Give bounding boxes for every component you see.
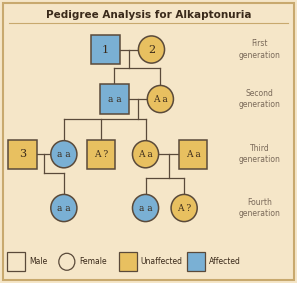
Text: A a: A a [153, 95, 168, 104]
Ellipse shape [59, 253, 75, 270]
Text: Third
generation: Third generation [239, 144, 281, 164]
Text: A a: A a [186, 150, 200, 159]
FancyBboxPatch shape [179, 140, 207, 169]
Text: 1: 1 [102, 44, 109, 55]
FancyBboxPatch shape [100, 84, 129, 114]
FancyBboxPatch shape [3, 3, 294, 280]
Text: 3: 3 [19, 149, 26, 159]
FancyBboxPatch shape [119, 252, 137, 271]
FancyBboxPatch shape [8, 140, 37, 169]
Text: A ?: A ? [94, 150, 108, 159]
FancyBboxPatch shape [187, 252, 205, 271]
Text: Fourth
generation: Fourth generation [239, 198, 281, 218]
Text: Male: Male [29, 257, 47, 266]
Text: First
generation: First generation [239, 39, 281, 60]
Text: A a: A a [138, 150, 153, 159]
Text: Affected: Affected [208, 257, 240, 266]
Text: a a: a a [57, 203, 71, 213]
Text: Female: Female [79, 257, 107, 266]
FancyBboxPatch shape [7, 252, 25, 271]
FancyBboxPatch shape [87, 140, 115, 169]
Text: 2: 2 [148, 44, 155, 55]
Ellipse shape [51, 141, 77, 168]
FancyBboxPatch shape [91, 35, 120, 64]
Ellipse shape [132, 141, 159, 168]
Ellipse shape [171, 194, 197, 222]
Text: a a: a a [57, 150, 71, 159]
Text: Unaffected: Unaffected [140, 257, 182, 266]
Text: a a: a a [108, 95, 121, 104]
Text: Pedigree Analysis for Alkaptonuria: Pedigree Analysis for Alkaptonuria [46, 10, 251, 20]
Text: a a: a a [139, 203, 152, 213]
Ellipse shape [147, 85, 173, 113]
Ellipse shape [138, 36, 165, 63]
Ellipse shape [132, 194, 159, 222]
Text: Second
generation: Second generation [239, 89, 281, 109]
Ellipse shape [51, 194, 77, 222]
Text: A ?: A ? [177, 203, 191, 213]
